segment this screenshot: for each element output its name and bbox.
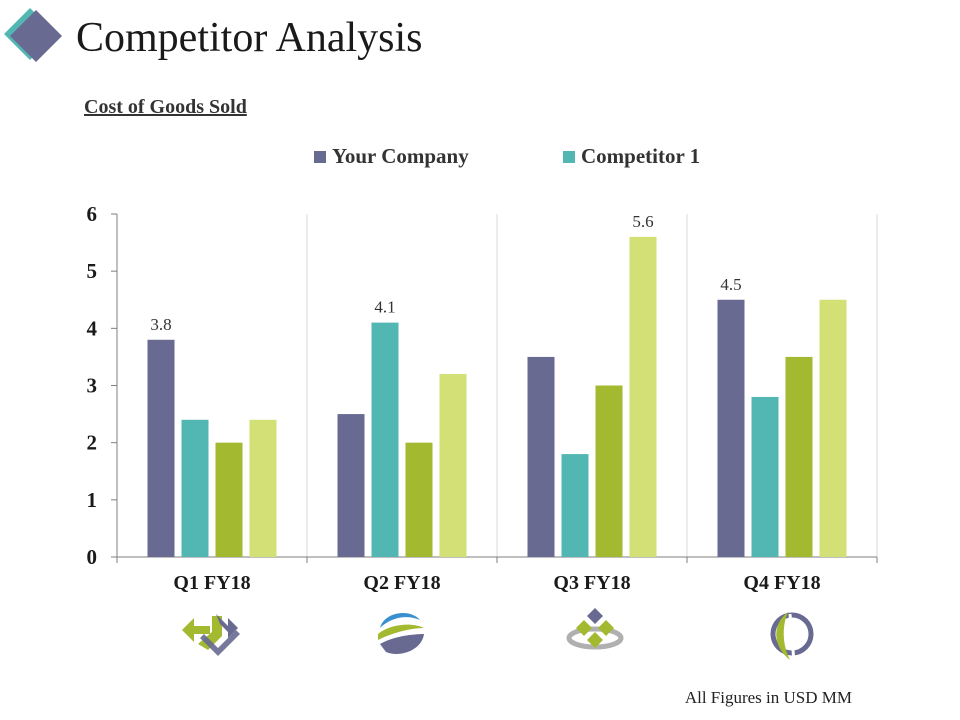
page-title: Competitor Analysis (76, 15, 423, 61)
bar (337, 414, 365, 557)
x-tick-label: Q1 FY18 (173, 572, 250, 594)
bar (181, 419, 209, 557)
legend-item-competitor-1: Competitor 1 (563, 144, 700, 169)
x-tick-label: Q3 FY18 (553, 572, 630, 594)
x-tick-label: Q4 FY18 (743, 572, 820, 594)
chart-subtitle: Cost of Goods Sold (84, 96, 247, 118)
logo-diamond-icon (4, 8, 62, 62)
footnote: All Figures in USD MM (684, 688, 852, 707)
bar (595, 385, 623, 557)
data-label: 5.6 (632, 212, 653, 231)
leaf-circle-icon (770, 612, 814, 663)
legend-label-your-company: Your Company (332, 144, 469, 168)
bar (527, 356, 555, 557)
bar (215, 442, 243, 557)
swoosh-globe-icon (378, 613, 424, 654)
y-tick-label: 1 (87, 488, 98, 512)
x-tick-label: Q2 FY18 (363, 572, 440, 594)
bar (751, 396, 779, 557)
bar (717, 299, 745, 557)
bar (147, 339, 175, 557)
data-label: 4.5 (720, 275, 741, 294)
chart-legend: Your Company Competitor 1 (0, 144, 960, 174)
legend-swatch-competitor-1 (563, 150, 575, 163)
bar (819, 299, 847, 557)
bar (371, 322, 399, 557)
legend-item-your-company: Your Company (314, 144, 469, 169)
bar (439, 374, 467, 557)
data-label: 3.8 (150, 315, 171, 334)
arrows-loop-icon (182, 614, 240, 656)
bar (249, 419, 277, 557)
y-tick-label: 6 (87, 202, 98, 226)
bar-chart: 0 1 2 3 4 5 6 Q1 FY18 Q2 FY18 Q3 FY18 Q4 FY18 3.8 4.… (87, 202, 878, 594)
legend-label-competitor-1: Competitor 1 (581, 144, 701, 168)
y-tick-label: 2 (87, 431, 98, 455)
y-tick-label: 4 (87, 316, 98, 340)
legend-swatch-your-company (314, 150, 326, 163)
y-tick-label: 0 (87, 545, 98, 569)
bar (561, 454, 589, 557)
y-tick-label: 5 (87, 259, 98, 283)
bar (785, 356, 813, 557)
data-label: 4.1 (374, 298, 395, 317)
bar (405, 442, 433, 557)
y-tick-label: 3 (87, 374, 98, 398)
diamond-cluster-icon (566, 608, 624, 650)
bar (629, 236, 657, 557)
